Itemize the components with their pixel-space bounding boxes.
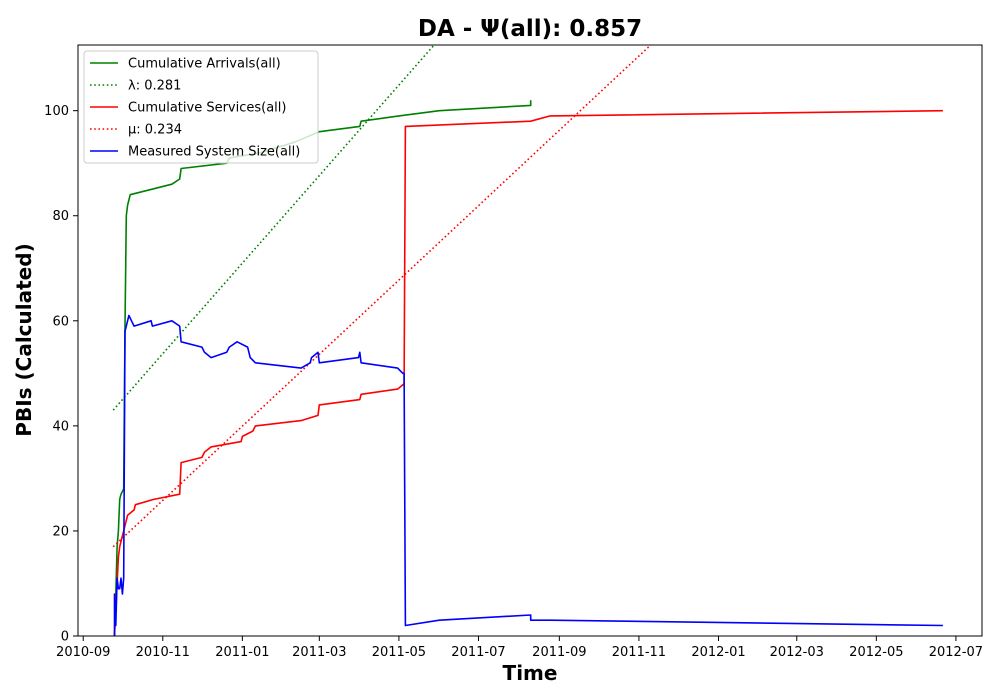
legend-label-3: μ: 0.234 — [128, 123, 182, 138]
series-line-3 — [112, 45, 652, 548]
y-tick-label: 40 — [52, 419, 69, 434]
y-tick-label: 80 — [52, 209, 69, 224]
y-axis-label: PBIs (Calculated) — [12, 243, 36, 436]
x-axis-ticks: 2010-09 2010-11 2011-01 2011-03 2011-05 2011-… — [56, 636, 983, 660]
x-tick-label: 2012-05 — [849, 645, 903, 660]
x-tick-label: 2011-01 — [215, 645, 269, 660]
x-tick-label: 2010-09 — [56, 645, 110, 660]
series-line-1 — [112, 45, 435, 411]
legend-label-4: Measured System Size(all) — [128, 145, 300, 160]
y-tick-label: 100 — [44, 104, 69, 119]
x-tick-label: 2011-09 — [532, 645, 586, 660]
legend-label-1: λ: 0.281 — [128, 79, 181, 94]
series-line-4 — [113, 314, 943, 636]
x-tick-label: 2010-11 — [136, 645, 190, 660]
legend-label-2: Cumulative Services(all) — [128, 101, 286, 116]
legend-frame — [83, 50, 319, 164]
x-axis-label: Time — [503, 661, 558, 685]
y-tick-label: 60 — [52, 314, 69, 329]
y-tick-label: 20 — [52, 524, 69, 539]
x-tick-label: 2012-01 — [691, 645, 745, 660]
x-tick-label: 2011-11 — [612, 645, 666, 660]
y-tick-label: 0 — [61, 630, 69, 645]
legend-label-0: Cumulative Arrivals(all) — [128, 57, 281, 72]
y-axis-ticks: 0 20 40 60 80 100 — [44, 104, 78, 645]
plot-series — [112, 45, 943, 636]
x-tick-label: 2011-07 — [451, 645, 505, 660]
chart-title: DA - Ψ(all): 0.857 — [418, 16, 642, 42]
x-tick-label: 2012-03 — [770, 645, 824, 660]
plot-frame — [77, 44, 983, 637]
x-tick-label: 2011-03 — [292, 645, 346, 660]
legend: Cumulative Arrivals(all) λ: 0.281 Cumulati… — [83, 50, 319, 164]
x-tick-label: 2012-07 — [929, 645, 983, 660]
x-tick-label: 2011-05 — [372, 645, 426, 660]
series-line-2 — [113, 109, 943, 636]
series-line-0 — [113, 100, 532, 636]
